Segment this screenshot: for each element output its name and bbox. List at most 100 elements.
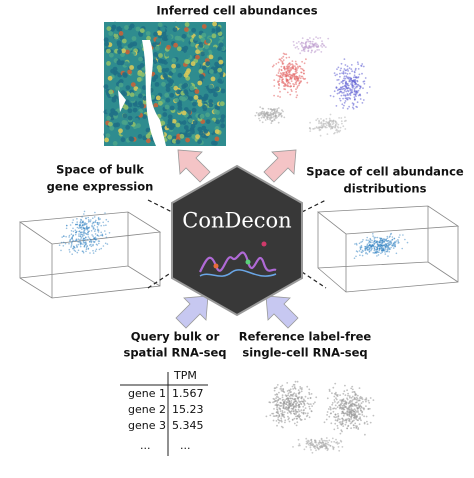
dot	[81, 234, 84, 236]
dot	[78, 241, 81, 243]
dot	[273, 389, 276, 392]
dot	[355, 401, 358, 404]
dot	[83, 228, 86, 230]
dot	[214, 86, 220, 92]
dot	[145, 133, 151, 139]
dot	[183, 107, 189, 112]
dot	[344, 116, 346, 119]
dot	[295, 88, 297, 91]
dot	[70, 246, 72, 248]
dot	[137, 71, 143, 77]
dot	[146, 35, 151, 41]
dot	[315, 36, 317, 38]
dot	[288, 420, 291, 423]
dot	[300, 80, 302, 82]
dot	[283, 116, 286, 119]
dot	[348, 419, 350, 422]
dot	[292, 64, 294, 67]
dot	[346, 408, 349, 411]
dot	[104, 233, 107, 235]
dot	[343, 89, 346, 92]
dot	[291, 419, 294, 421]
dot	[386, 242, 389, 245]
dot	[368, 249, 370, 251]
dot	[112, 141, 118, 146]
dot	[275, 63, 278, 65]
dot	[297, 77, 300, 80]
right-label-2: distributions	[344, 182, 427, 196]
dot	[334, 126, 336, 129]
dot	[372, 399, 375, 401]
dot	[94, 221, 96, 223]
dot	[344, 72, 347, 75]
dot	[320, 122, 322, 124]
dot	[276, 408, 278, 411]
dot	[62, 245, 65, 247]
dot	[79, 220, 82, 223]
dot	[296, 411, 298, 413]
dot	[290, 412, 292, 415]
dot	[281, 80, 284, 83]
dot	[79, 239, 81, 241]
dot	[76, 246, 78, 248]
dot	[208, 128, 214, 134]
dot	[186, 103, 192, 108]
dot	[190, 42, 196, 47]
dot	[106, 26, 112, 31]
dot	[336, 73, 338, 76]
dot	[286, 70, 289, 72]
tpm-table: TPM gene 1 1.567 gene 2 15.23 gene 3 5.3…	[120, 369, 208, 456]
dot	[280, 112, 283, 115]
dot	[258, 112, 261, 114]
dot	[349, 97, 352, 100]
dot	[83, 213, 85, 215]
dot	[131, 36, 137, 41]
dot	[358, 387, 361, 389]
dot	[281, 415, 283, 417]
dot	[350, 68, 353, 70]
dot	[352, 85, 355, 88]
dot	[282, 55, 285, 58]
dot	[363, 415, 365, 418]
dot	[308, 405, 311, 408]
dot	[373, 240, 376, 242]
dot	[287, 392, 290, 395]
dot	[307, 412, 309, 415]
dot	[336, 92, 339, 95]
dot	[87, 230, 90, 233]
dot	[122, 72, 127, 77]
dot	[296, 380, 299, 383]
dot	[294, 398, 296, 400]
dot	[293, 44, 295, 47]
dot	[158, 100, 163, 106]
dot	[349, 399, 352, 402]
dot	[364, 433, 366, 436]
dot	[314, 447, 316, 450]
dot	[303, 403, 306, 405]
dot	[356, 425, 358, 428]
dot	[62, 241, 65, 244]
dot	[300, 419, 302, 421]
dot	[139, 63, 145, 68]
dot	[277, 75, 280, 77]
dot	[297, 40, 300, 43]
dot	[340, 120, 343, 123]
dot	[315, 126, 318, 128]
dot	[211, 88, 216, 94]
dot	[214, 136, 220, 142]
dot	[270, 122, 273, 124]
dot	[92, 226, 95, 228]
dot	[365, 245, 367, 248]
dot	[178, 40, 183, 46]
dot	[295, 404, 297, 407]
dot	[71, 221, 74, 224]
dot	[153, 31, 158, 37]
dot	[117, 49, 122, 55]
dot	[365, 400, 367, 403]
dot	[337, 66, 340, 69]
dot	[93, 237, 95, 239]
dot	[336, 443, 339, 445]
dot	[328, 390, 331, 392]
dot	[72, 230, 75, 233]
dot	[351, 70, 353, 73]
